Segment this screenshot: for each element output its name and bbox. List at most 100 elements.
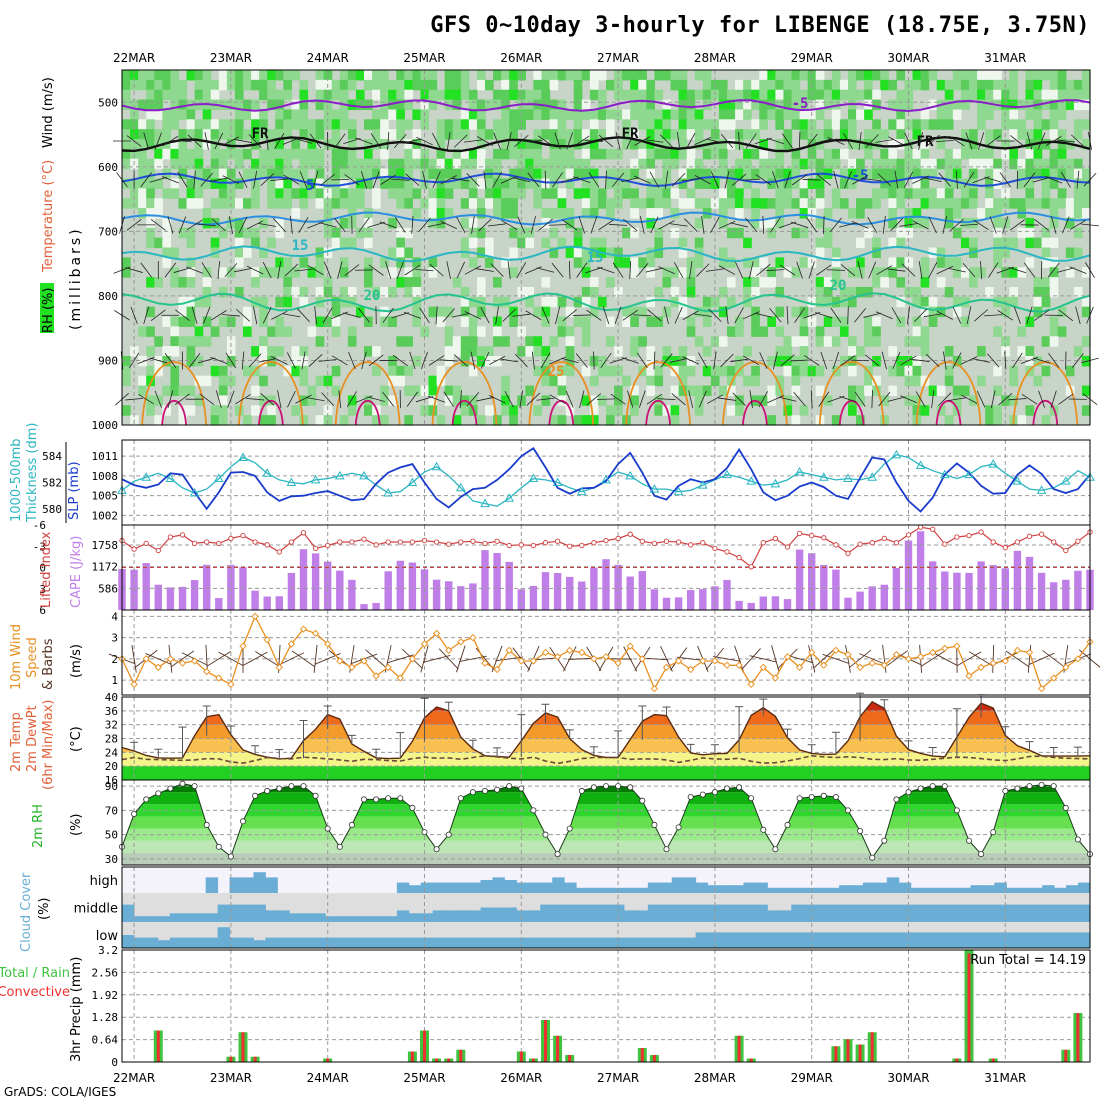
upper-wind-barb [650, 216, 659, 234]
rh-cell [380, 257, 389, 268]
rh-cell [452, 70, 462, 81]
rh-marker [748, 795, 755, 802]
upper-wind-barb [682, 356, 700, 365]
rh-cell [936, 198, 946, 209]
rh-cell [315, 129, 325, 140]
rh-cell [743, 237, 752, 249]
rh-cell [646, 158, 655, 170]
rh-cell [960, 129, 970, 140]
upper-wind-barb [554, 132, 561, 150]
rh-cell [154, 277, 163, 288]
cloud-bar [456, 937, 470, 948]
rh-cell [138, 168, 147, 180]
cape-bar [299, 549, 308, 610]
rh-cell [1049, 237, 1059, 249]
pressure-tick-label: 500 [98, 96, 118, 109]
wind-barb [291, 650, 316, 668]
rh-cell [920, 148, 930, 160]
lifted-index-marker [591, 540, 597, 546]
rh-cell [275, 217, 284, 229]
rh-cell [791, 158, 801, 170]
rh-cell [146, 306, 155, 318]
wind-barb [741, 648, 761, 670]
rh-cell [872, 70, 881, 81]
cloud-bar [492, 907, 505, 922]
rh-cell [912, 316, 922, 327]
rh-cell [654, 247, 664, 258]
upper-wind-barb [653, 351, 656, 370]
upper-wind-barb [808, 261, 815, 279]
rh-cell [154, 208, 163, 219]
wind-speed-marker [166, 655, 175, 663]
rh-cell [1073, 178, 1083, 189]
rh-cell [654, 365, 664, 377]
upper-wind-barb [790, 359, 809, 362]
rh-cell [718, 89, 728, 101]
cloud-bar [1066, 932, 1079, 948]
rh-cell [347, 168, 357, 180]
rh-band [122, 840, 1090, 853]
rh-cell [283, 296, 292, 308]
rh-cell [718, 208, 728, 219]
wind-speed-marker [904, 655, 913, 663]
rh-cell [920, 257, 930, 268]
upper-wind-barb [851, 221, 869, 229]
rh-cell [468, 198, 478, 209]
upper-wind-barb [154, 390, 162, 408]
rh-cell [614, 286, 623, 298]
rh-cell [799, 208, 809, 219]
rh-cell [920, 217, 930, 229]
rh-cell [218, 198, 228, 209]
rh-cell [251, 168, 260, 180]
rh-cell [533, 188, 543, 199]
cloud-bar [480, 880, 493, 893]
rh-cell [718, 148, 728, 160]
upper-wind-barb [796, 261, 803, 279]
rh-cell [799, 227, 809, 239]
upper-wind-barb [167, 216, 174, 234]
cloud-bar [647, 937, 661, 948]
upper-wind-barb [978, 132, 985, 150]
rh-cell [662, 148, 672, 160]
rh-cell [267, 99, 276, 111]
rh-cell [993, 208, 1002, 219]
rh-cell [969, 79, 978, 91]
upper-wind-barb [876, 265, 893, 275]
wind-tick-label: 4 [111, 610, 118, 623]
rh-cell [944, 415, 954, 426]
upper-wind-barb [673, 262, 684, 279]
rh-cell [186, 385, 196, 397]
rh-cell [388, 168, 397, 180]
upper-wind-barb [536, 267, 555, 273]
rh-cell [122, 79, 131, 91]
upper-wind-barb [143, 306, 150, 325]
rh-cell [476, 139, 486, 150]
rh-cell [702, 316, 712, 327]
rh-cell [783, 99, 793, 111]
rh-cell [1041, 70, 1051, 81]
rh-cell [501, 109, 510, 120]
wind-speed-marker [432, 629, 441, 638]
rh-cell [476, 247, 486, 258]
rh-cell [767, 70, 776, 81]
date-label-top: 31MAR [984, 51, 1026, 65]
ylabel-wind10m-2: Speed [25, 637, 40, 678]
cloud-bar [719, 932, 732, 948]
upper-wind-barb [500, 175, 518, 184]
rh-cell [791, 70, 801, 81]
rh-cell [678, 247, 688, 258]
rh-cell [880, 395, 889, 406]
rh-cell [493, 336, 502, 347]
rh-cell [178, 227, 188, 239]
cloud-bar [444, 910, 458, 922]
cloud-bar [600, 937, 613, 948]
cloud-bar [791, 887, 804, 893]
rh-cell [912, 119, 922, 130]
rh-cell [848, 336, 857, 347]
rh-marker [953, 807, 960, 814]
rh-cell [654, 109, 664, 120]
cloud-bar [408, 885, 422, 893]
rh-cell [912, 158, 922, 170]
lifted-index-marker [373, 542, 379, 548]
rh-cell [864, 89, 873, 101]
